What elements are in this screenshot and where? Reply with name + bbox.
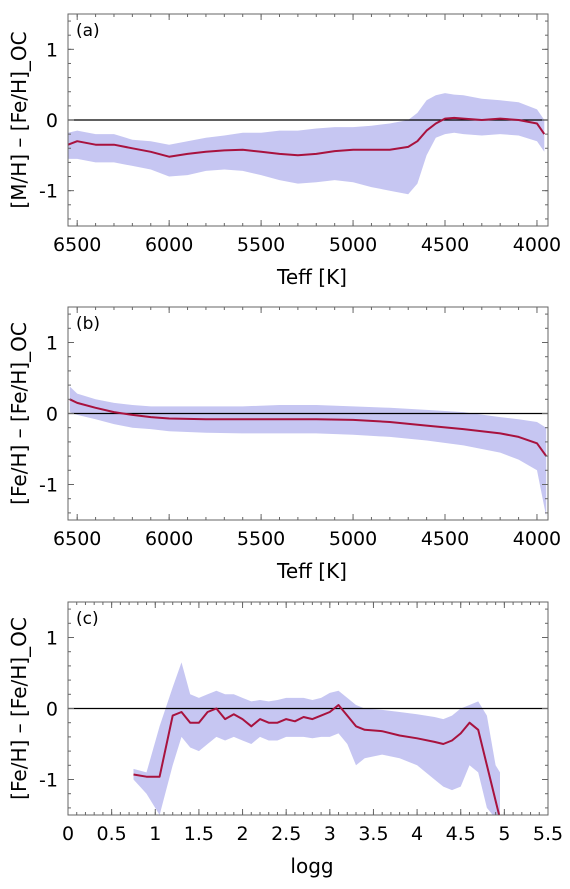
x-tick-label: 5.5: [533, 823, 563, 845]
x-tick-label: 2.5: [271, 823, 301, 845]
x-tick-label: 1.5: [184, 823, 214, 845]
x-tick-label: 0.5: [97, 823, 127, 845]
x-tick-label: 6000: [145, 234, 193, 256]
x-tick-label: 5000: [329, 528, 377, 550]
median-line: [69, 398, 548, 457]
panel-label: (a): [76, 21, 100, 41]
x-tick-label: 4000: [513, 528, 561, 550]
x-tick-label: 2: [236, 823, 248, 845]
x-tick-label: 3: [324, 823, 336, 845]
x-axis-title: Teff [K]: [276, 559, 347, 583]
x-tick-label: 4.5: [446, 823, 476, 845]
x-tick-label: 0: [62, 823, 74, 845]
x-tick-label: 4500: [421, 528, 469, 550]
y-tick-label: -1: [39, 770, 58, 792]
x-tick-label: 5500: [237, 234, 285, 256]
panel-label: (b): [76, 314, 100, 334]
y-axis-title: [M/H] – [Fe/H]_OC: [7, 31, 31, 208]
x-tick-label: 1: [149, 823, 161, 845]
x-tick-label: 6000: [145, 528, 193, 550]
panel-label: (c): [76, 609, 99, 629]
panel-a: 1 0 -1 6500 6000 5500 5000 4500 4000 (a) Teff [K] […: [7, 13, 561, 289]
x-tick-label: 4: [411, 823, 423, 845]
x-tick-label: 5: [498, 823, 510, 845]
y-tick-label: 0: [46, 110, 58, 132]
confidence-band: [133, 662, 500, 815]
x-tick-label: 6500: [53, 528, 101, 550]
y-tick-label: 0: [46, 699, 58, 721]
y-tick-label: 1: [46, 333, 58, 355]
y-tick-label: 1: [46, 628, 58, 650]
median-line: [133, 704, 501, 815]
x-axis-title: logg: [290, 854, 333, 878]
y-tick-label: 1: [46, 39, 58, 61]
panel-b: 1 0 -1 6500 6000 5500 5000 4500 4000 (b) Teff [K] […: [7, 306, 561, 583]
y-axis-title: [Fe/H] – [Fe/H]_OC: [7, 617, 31, 800]
y-tick-label: -1: [39, 181, 58, 203]
confidence-band: [68, 93, 545, 195]
x-tick-label: 3.5: [358, 823, 388, 845]
median-line: [68, 116, 546, 158]
y-axis-title: [Fe/H] – [Fe/H]_OC: [7, 322, 31, 505]
y-tick-label: -1: [39, 475, 58, 497]
x-tick-label: 4000: [513, 234, 561, 256]
x-tick-label: 5500: [237, 528, 285, 550]
x-axis-title: Teff [K]: [276, 265, 347, 289]
confidence-band: [69, 386, 547, 517]
x-tick-label: 4500: [421, 234, 469, 256]
y-tick-label: 0: [46, 404, 58, 426]
x-tick-label: 6500: [53, 234, 101, 256]
x-tick-label: 5000: [329, 234, 377, 256]
panel-c: 1 0 -1 0 0.5 1 1.5 2 2.5 3 3.5 4 4.5 5 5.5 (c) logg [Fe/H…: [7, 601, 563, 878]
